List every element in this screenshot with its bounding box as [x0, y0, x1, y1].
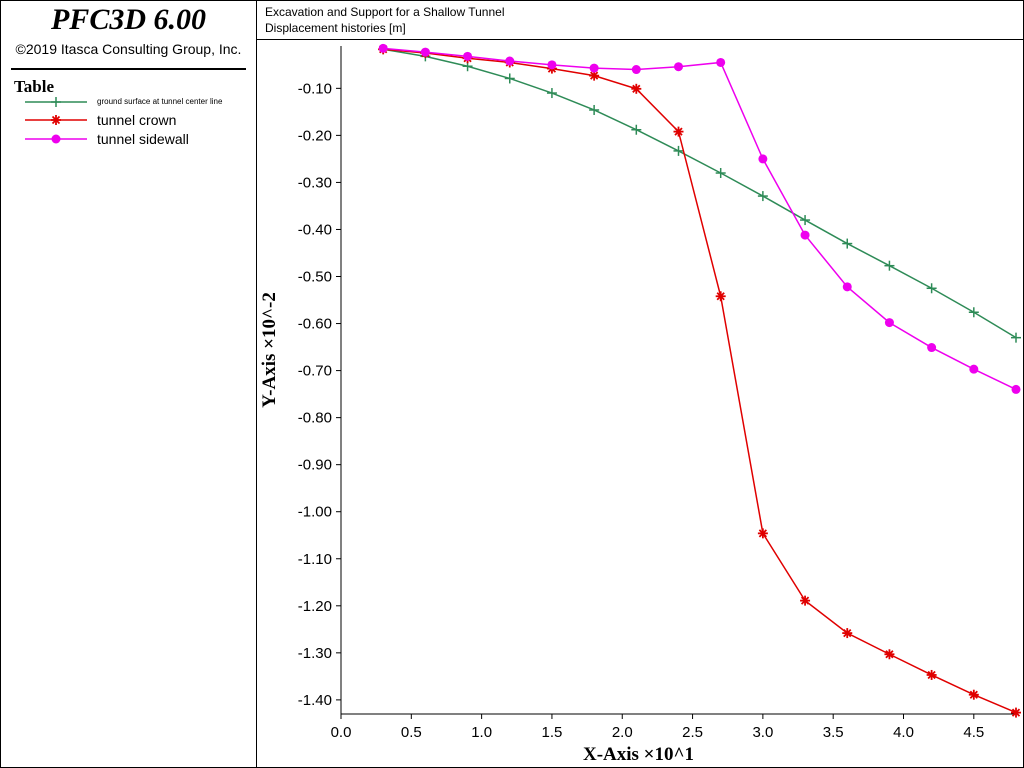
- data-point: [968, 689, 979, 700]
- data-point: [926, 669, 937, 680]
- y-tick-label: -1.20: [298, 598, 332, 615]
- chart-title: Excavation and Support for a Shallow Tun…: [265, 5, 505, 19]
- data-point: [674, 62, 683, 72]
- series-ground-surface-at-tunnel-center-line: [378, 44, 1021, 343]
- data-point: [716, 57, 726, 67]
- legend-label: tunnel crown: [97, 112, 177, 128]
- data-point: [420, 47, 430, 57]
- data-point: [1011, 707, 1021, 718]
- data-point: [463, 51, 473, 61]
- data-point: [884, 260, 895, 271]
- legend-label: tunnel sidewall: [97, 131, 189, 147]
- x-tick-label: 4.0: [893, 724, 914, 741]
- x-tick-label: 2.5: [682, 724, 703, 741]
- x-tick-label: 3.5: [823, 724, 844, 741]
- data-point: [589, 104, 600, 115]
- data-point: [800, 595, 811, 606]
- series-line: [383, 47, 1017, 391]
- x-tick-label: 0.0: [331, 724, 352, 741]
- y-tick-label: -0.50: [298, 269, 332, 286]
- info-panel: PFC3D 6.00 ©2019 Itasca Consulting Group…: [1, 1, 257, 767]
- x-tick-label: 2.0: [612, 724, 633, 741]
- y-tick-label: -1.40: [298, 692, 332, 709]
- data-point: [758, 154, 768, 164]
- data-point: [926, 283, 937, 294]
- data-point: [504, 73, 515, 84]
- y-tick-label: -1.30: [298, 645, 332, 662]
- data-point: [715, 168, 726, 179]
- y-axis-label: Y-Axis ×10^-2: [259, 292, 280, 408]
- x-tick-label: 1.5: [542, 724, 563, 741]
- y-tick-label: -0.10: [298, 80, 332, 97]
- y-tick-label: -0.90: [298, 457, 332, 474]
- legend-item-tunnel-crown: tunnel crown: [23, 111, 253, 129]
- chart-header: Excavation and Support for a Shallow Tun…: [257, 1, 1023, 40]
- chart-subtitle: Displacement histories [m]: [265, 21, 406, 35]
- legend-title: Table: [14, 77, 55, 96]
- data-point: [800, 215, 811, 226]
- data-point: [842, 282, 852, 292]
- data-point: [547, 60, 557, 70]
- data-point: [927, 343, 937, 353]
- plus-marker-icon: [25, 97, 87, 107]
- data-point: [673, 126, 684, 137]
- circle-marker-icon: [25, 134, 87, 144]
- series-tunnel-crown: [378, 44, 1021, 718]
- panel-divider: [11, 68, 246, 70]
- legend-label: ground surface at tunnel center line: [97, 97, 223, 106]
- y-tick-label: -1.00: [298, 504, 332, 521]
- product-title: PFC3D 6.00: [50, 3, 206, 36]
- data-point: [715, 291, 726, 302]
- data-point: [884, 649, 895, 660]
- data-point: [1011, 332, 1021, 343]
- series-line: [383, 48, 1017, 714]
- y-tick-label: -0.40: [298, 221, 332, 238]
- data-point: [589, 63, 599, 73]
- data-point: [546, 88, 557, 99]
- data-point: [842, 238, 853, 249]
- data-point: [969, 364, 979, 374]
- data-point: [631, 83, 642, 94]
- data-point: [842, 628, 853, 639]
- data-point: [631, 124, 642, 135]
- x-tick-label: 1.0: [471, 724, 492, 741]
- y-tick-label: -1.10: [298, 551, 332, 568]
- series-line: [383, 48, 1017, 339]
- series-tunnel-sidewall: [378, 43, 1021, 394]
- data-point: [505, 56, 515, 66]
- data-point: [631, 65, 641, 75]
- x-axis-label: X-Axis ×10^1: [583, 744, 694, 765]
- data-point: [757, 528, 768, 539]
- y-tick-label: -0.70: [298, 363, 332, 380]
- y-tick-label: -0.60: [298, 316, 332, 333]
- legend-item-tunnel-sidewall: tunnel sidewall: [23, 130, 253, 148]
- data-point: [378, 43, 388, 53]
- line-chart: -0.10 -0.20 -0.30 -0.40 -0.50 -0.60 -0.70 -0.80…: [259, 43, 1021, 765]
- data-point: [968, 307, 979, 318]
- y-tick-label: -0.80: [298, 410, 332, 427]
- copyright-text: ©2019 Itasca Consulting Group, Inc.: [15, 41, 242, 57]
- data-point: [1011, 384, 1021, 394]
- asterisk-marker-icon: [25, 115, 87, 125]
- legend-item-ground-surface: ground surface at tunnel center line: [23, 93, 253, 111]
- x-tick-label: 0.5: [401, 724, 422, 741]
- x-tick-label: 3.0: [752, 724, 773, 741]
- data-point: [757, 191, 768, 202]
- y-tick-label: -0.30: [298, 174, 332, 191]
- data-point: [673, 145, 684, 156]
- x-tick-label: 4.5: [963, 724, 984, 741]
- y-tick-label: -0.20: [298, 127, 332, 144]
- data-point: [800, 230, 810, 240]
- data-point: [884, 318, 894, 328]
